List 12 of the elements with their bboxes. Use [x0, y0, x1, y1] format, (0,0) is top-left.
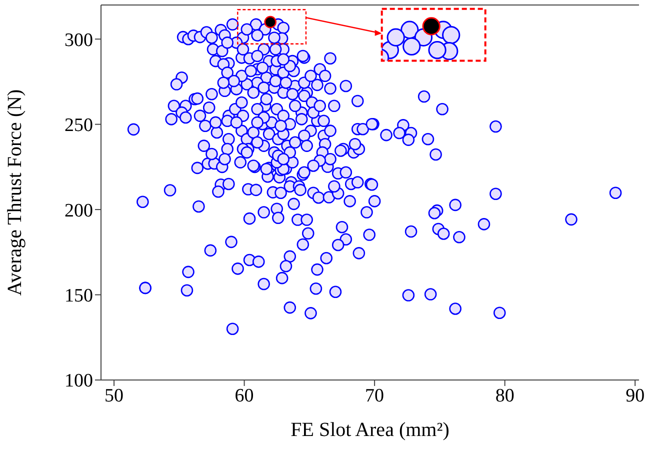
y-tick-label: 300: [64, 30, 93, 51]
x-tick-label: 50: [104, 385, 124, 406]
y-tick-label: 150: [64, 286, 93, 307]
x-axis-title: FE Slot Area (mm²): [290, 419, 450, 441]
x-tick-label: 70: [365, 385, 384, 406]
y-tick-label: 200: [64, 200, 93, 222]
y-tick-label: 100: [64, 370, 93, 392]
x-tick-label: 60: [234, 385, 254, 406]
x-tick-label: 90: [626, 385, 645, 406]
x-tick-label: 80: [495, 385, 514, 406]
y-axis-title: Average Thrust Force (N): [4, 89, 26, 296]
y-tick-label: 250: [64, 115, 93, 136]
